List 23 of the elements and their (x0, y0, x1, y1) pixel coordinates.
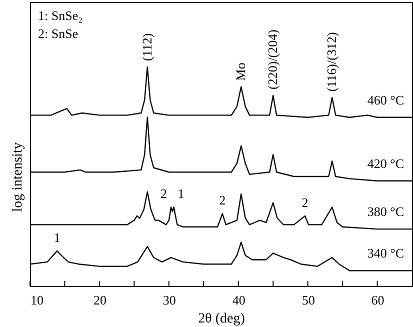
annotation: Mo (233, 62, 248, 81)
x-tick-label: 20 (93, 292, 106, 308)
annotation: (116)/(312) (324, 32, 340, 92)
series-label: 420 °C (367, 156, 404, 171)
x-tick-label: 60 (371, 292, 384, 308)
annotation: 1 (178, 186, 184, 202)
annotation: 2 (219, 192, 226, 208)
x-tick-label: 50 (302, 292, 315, 308)
annotation: 2 (160, 186, 167, 202)
text: 2: SnSe (38, 26, 78, 41)
y-axis-title: log intensity (10, 142, 26, 212)
annotation: 2 (302, 194, 308, 210)
annotation: (220)/(204) (265, 30, 280, 90)
x-tick-label: 30 (162, 292, 176, 308)
annotation: (112) (139, 33, 154, 61)
annotation: 1 (54, 230, 60, 245)
text: 1: SnSe₂ (38, 8, 83, 23)
x-tick-label: 40 (232, 292, 246, 308)
x-axis-title: 2θ (deg) (198, 312, 246, 326)
x-tick-label: 10 (30, 292, 44, 308)
series-label: 380 °C (367, 204, 404, 220)
series-label: 340 °C (367, 246, 404, 261)
series-label: 460 °C (367, 92, 404, 108)
